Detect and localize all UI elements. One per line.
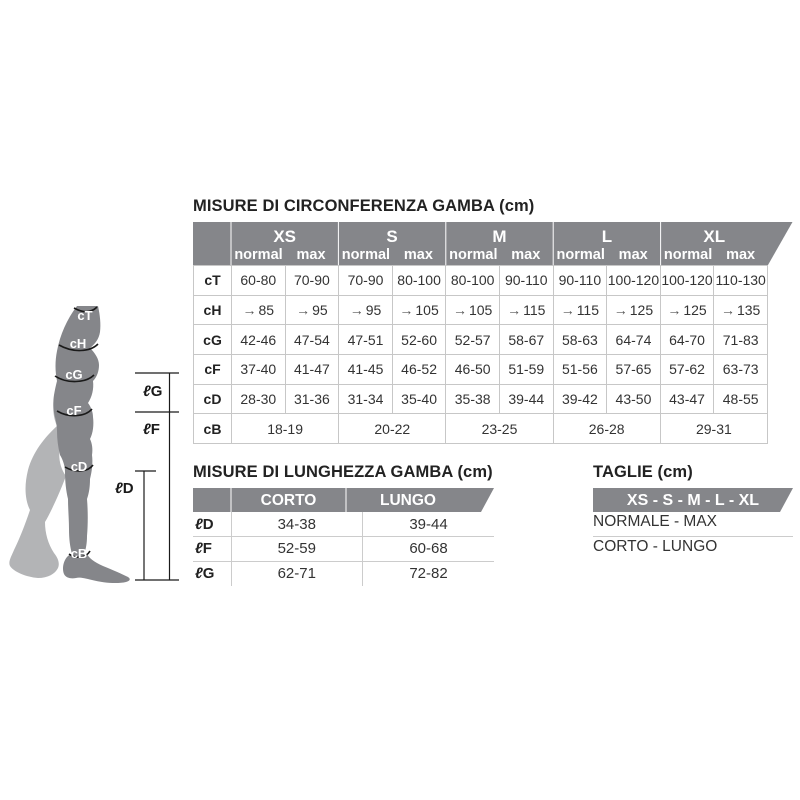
svg-text:max: max	[296, 247, 325, 263]
svg-text:ℓF: ℓF	[143, 421, 160, 438]
svg-text:LUNGO: LUNGO	[380, 492, 436, 509]
svg-text:ℓD: ℓD	[115, 480, 134, 497]
svg-text:CORTO: CORTO	[261, 492, 317, 509]
svg-text:L: L	[602, 227, 612, 246]
svg-text:normal: normal	[234, 247, 282, 263]
svg-text:max: max	[726, 247, 755, 263]
svg-text:normal: normal	[557, 247, 605, 263]
svg-text:M: M	[492, 227, 506, 246]
svg-text:XL: XL	[703, 227, 725, 246]
svg-text:XS: XS	[273, 227, 296, 246]
svg-text:max: max	[619, 247, 648, 263]
svg-text:S: S	[386, 227, 397, 246]
svg-text:XS - S - M - L - XL: XS - S - M - L - XL	[627, 492, 759, 509]
svg-text:normal: normal	[342, 247, 390, 263]
svg-text:max: max	[511, 247, 540, 263]
svg-text:ℓG: ℓG	[143, 383, 162, 400]
svg-text:normal: normal	[664, 247, 712, 263]
svg-text:max: max	[404, 247, 433, 263]
svg-text:normal: normal	[449, 247, 497, 263]
